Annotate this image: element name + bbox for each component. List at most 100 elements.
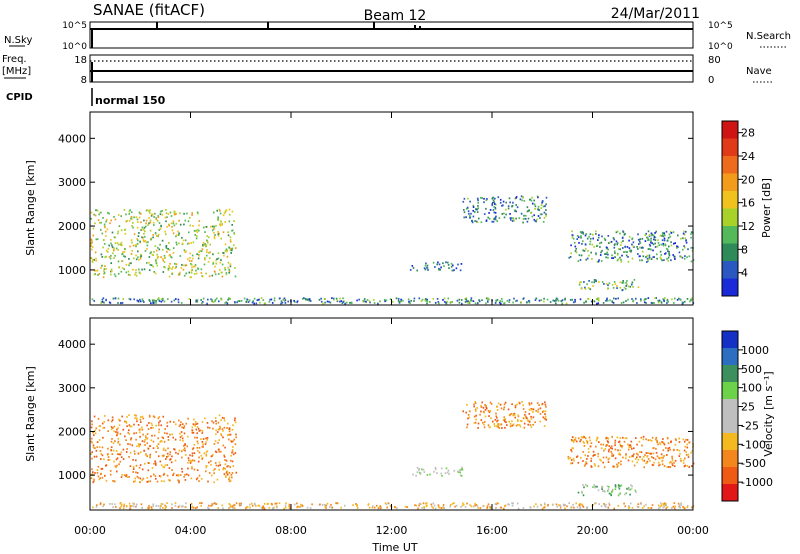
data-point [583, 435, 585, 438]
data-point [133, 216, 135, 219]
data-point [271, 302, 274, 304]
data-point [658, 441, 661, 444]
data-point [210, 504, 212, 507]
data-point [115, 450, 118, 452]
data-point [97, 274, 99, 276]
data-point [123, 503, 126, 506]
data-point [590, 465, 592, 468]
data-point [605, 246, 608, 249]
data-point [585, 439, 588, 442]
data-point [91, 248, 93, 251]
data-point [255, 505, 257, 507]
data-point [195, 299, 198, 302]
data-point [190, 242, 192, 244]
data-point [687, 456, 690, 458]
data-point [146, 481, 148, 483]
data-point [234, 443, 237, 446]
data-point [130, 211, 133, 214]
data-point [172, 266, 174, 268]
freq-panel: Freq. [MHz] 18 8 80 0 Nave [2, 54, 772, 86]
data-point [688, 441, 690, 444]
data-point [231, 224, 233, 226]
data-point [584, 287, 587, 290]
data-point [96, 469, 99, 471]
data-point [125, 263, 128, 266]
data-point [293, 503, 296, 506]
data-point [662, 438, 664, 440]
data-point [214, 417, 217, 419]
data-point [234, 419, 236, 422]
data-point [608, 502, 610, 505]
data-point [102, 217, 104, 219]
data-point [503, 507, 505, 510]
data-point [416, 471, 419, 474]
data-point [101, 446, 104, 449]
data-point [574, 437, 577, 439]
data-point [122, 251, 124, 254]
data-point [472, 215, 475, 218]
data-point [559, 506, 562, 509]
data-point [107, 447, 109, 450]
data-point [670, 232, 673, 234]
data-point [637, 506, 639, 508]
data-point [173, 448, 175, 450]
data-point [488, 415, 490, 417]
data-point [542, 410, 545, 412]
data-point [526, 417, 528, 419]
data-point [141, 415, 144, 418]
data-point [129, 505, 132, 508]
freq-label: Freq. [2, 54, 27, 65]
data-point [341, 302, 344, 304]
data-point [152, 415, 155, 418]
data-point [223, 426, 226, 429]
data-point [561, 299, 564, 301]
data-point [108, 212, 110, 215]
data-point [112, 297, 115, 300]
data-point [664, 234, 666, 237]
data-point [531, 408, 534, 411]
data-point [195, 269, 197, 272]
data-point [690, 246, 692, 249]
data-point [645, 503, 647, 506]
data-point [90, 217, 92, 220]
data-point [196, 446, 199, 449]
data-point [533, 214, 535, 217]
data-point [166, 474, 169, 477]
data-point [269, 298, 271, 301]
data-point [123, 505, 125, 508]
data-point [194, 264, 197, 266]
data-point [612, 301, 615, 304]
data-point [518, 217, 521, 220]
data-point [631, 238, 633, 241]
data-point [627, 298, 629, 301]
data-point [611, 283, 614, 286]
data-point [218, 414, 221, 417]
data-point [224, 468, 227, 470]
data-point [669, 466, 672, 468]
data-point [450, 262, 453, 265]
data-point [461, 504, 464, 507]
data-point [659, 463, 661, 466]
data-point [106, 218, 108, 221]
data-point [165, 245, 167, 248]
data-point [155, 302, 157, 304]
data-point [161, 213, 164, 216]
data-point [229, 479, 232, 482]
data-point [607, 488, 610, 490]
data-point [581, 504, 584, 507]
data-point [650, 248, 652, 251]
data-point [155, 477, 157, 480]
data-point [324, 301, 326, 304]
data-point [489, 410, 492, 412]
data-point [581, 491, 583, 494]
data-point [141, 236, 143, 239]
data-point [210, 298, 212, 301]
data-point [164, 428, 166, 430]
data-point [149, 209, 151, 212]
data-point [583, 250, 586, 252]
data-point [620, 445, 622, 447]
data-point [229, 504, 232, 506]
data-point [528, 402, 530, 404]
data-point [228, 213, 231, 216]
data-point [617, 484, 620, 486]
